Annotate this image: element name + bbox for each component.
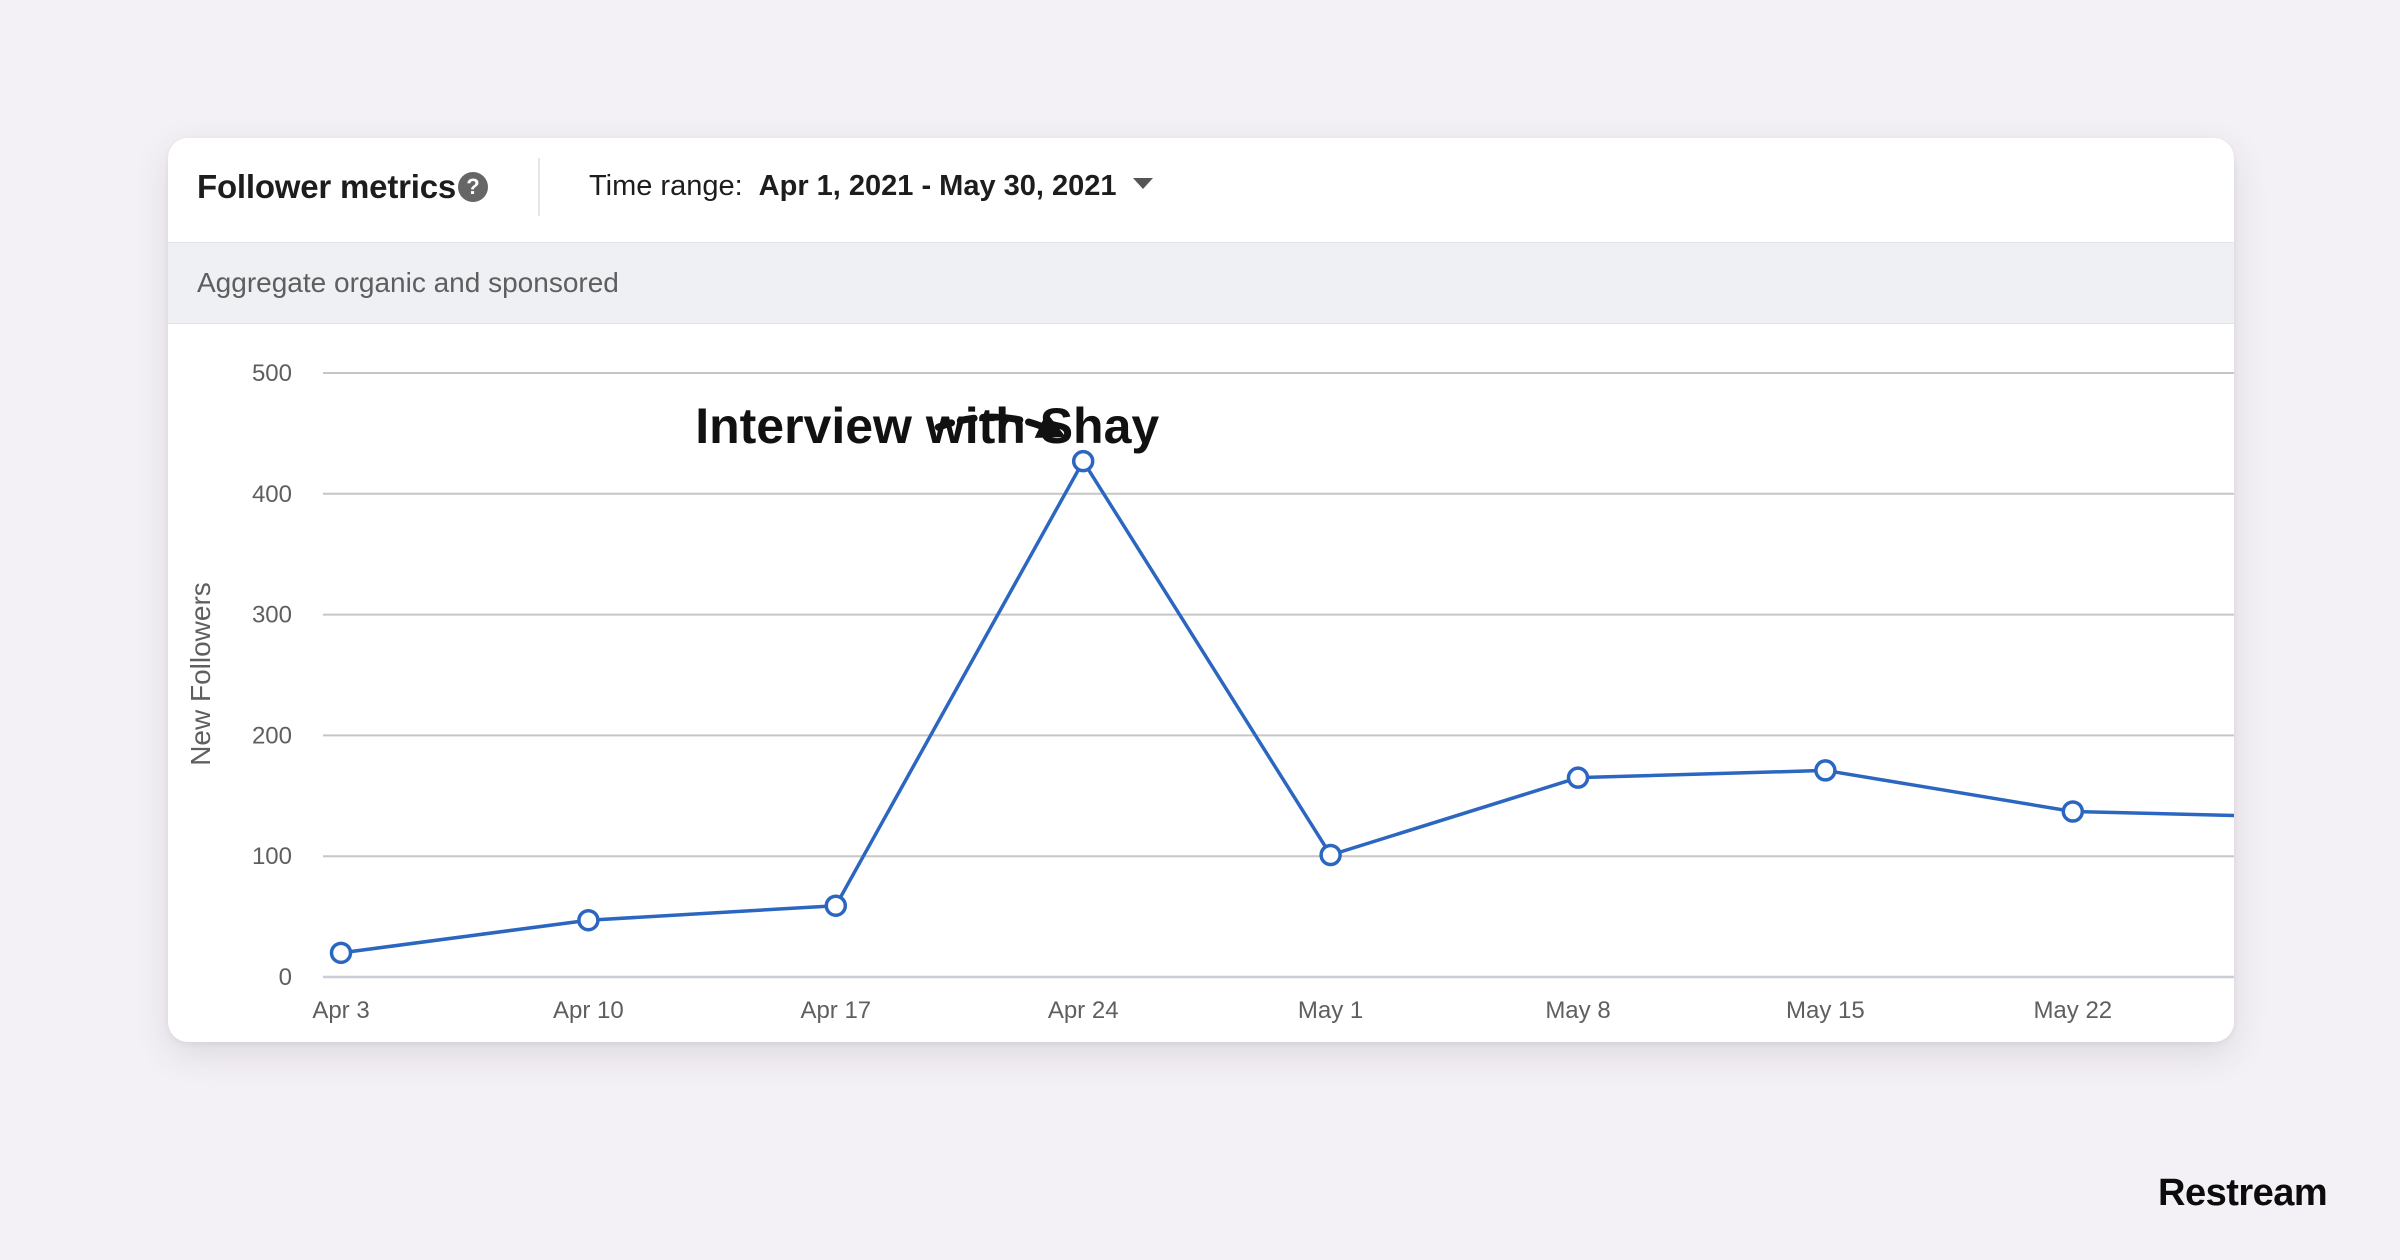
y-tick-label: 500 — [252, 360, 292, 387]
follower-line-chart: 0 100 200 300 400 500 Apr 3 Apr 10 Apr 17 Apr 24 M… — [185, 360, 2234, 1024]
card-header: Follower metrics ? Time range: Apr 1, 20… — [168, 138, 2234, 242]
series-line — [340, 459, 2234, 955]
question-circle-icon[interactable]: ? — [458, 172, 488, 202]
series-layer — [329, 449, 2234, 965]
card-title: Follower metrics — [197, 168, 457, 205]
follower-metrics-card: 0 100 200 300 400 500 Apr 3 Apr 10 Apr 17 Apr 24 M… — [168, 138, 2234, 1042]
y-tick-label: 0 — [279, 964, 292, 991]
annotation-arrow — [934, 412, 1066, 438]
y-axis-title: New Followers — [185, 582, 216, 766]
x-tick-label: Apr 24 — [1048, 997, 1119, 1024]
y-tick-label: 400 — [252, 481, 292, 508]
x-tick-label: Apr 17 — [800, 997, 871, 1024]
data-point — [1071, 449, 1095, 473]
x-tick-label: Apr 10 — [553, 997, 624, 1024]
data-point — [1319, 843, 1342, 867]
y-tick-label: 300 — [252, 602, 292, 629]
y-tick-label: 200 — [252, 722, 292, 749]
y-tick-label: 100 — [252, 843, 292, 870]
annotation-layer: Interview with Shay — [695, 398, 1159, 454]
subheader-bar: Aggregate organic and sponsored — [168, 242, 2234, 324]
data-point — [1566, 766, 1590, 789]
x-tick-label: May 22 — [2033, 997, 2112, 1024]
data-point — [2061, 800, 2085, 823]
x-tick-label: May 1 — [1298, 997, 1363, 1024]
time-range-dropdown[interactable]: Time range: Apr 1, 2021 - May 30, 2021 — [589, 170, 1153, 203]
axes: 0 100 200 300 400 500 Apr 3 Apr 10 Apr 17 Apr 24 M… — [252, 360, 2112, 1024]
subheader-text: Aggregate organic and sponsored — [197, 267, 619, 298]
header-divider — [538, 158, 540, 216]
grid-lines — [323, 372, 2234, 979]
time-range-label: Time range: — [589, 170, 743, 202]
x-tick-label: Apr 3 — [312, 997, 369, 1024]
data-point — [1814, 759, 1837, 782]
data-point — [824, 894, 848, 917]
data-point — [577, 908, 600, 932]
x-tick-label: May 8 — [1545, 997, 1610, 1024]
data-point — [329, 941, 353, 965]
annotation-text: Interview with Shay — [695, 398, 1159, 454]
time-range-value: Apr 1, 2021 - May 30, 2021 — [758, 170, 1117, 202]
restream-logo: Restream — [2158, 1172, 2328, 1214]
x-tick-label: May 15 — [1786, 997, 1865, 1024]
caret-down-icon — [1132, 178, 1153, 189]
